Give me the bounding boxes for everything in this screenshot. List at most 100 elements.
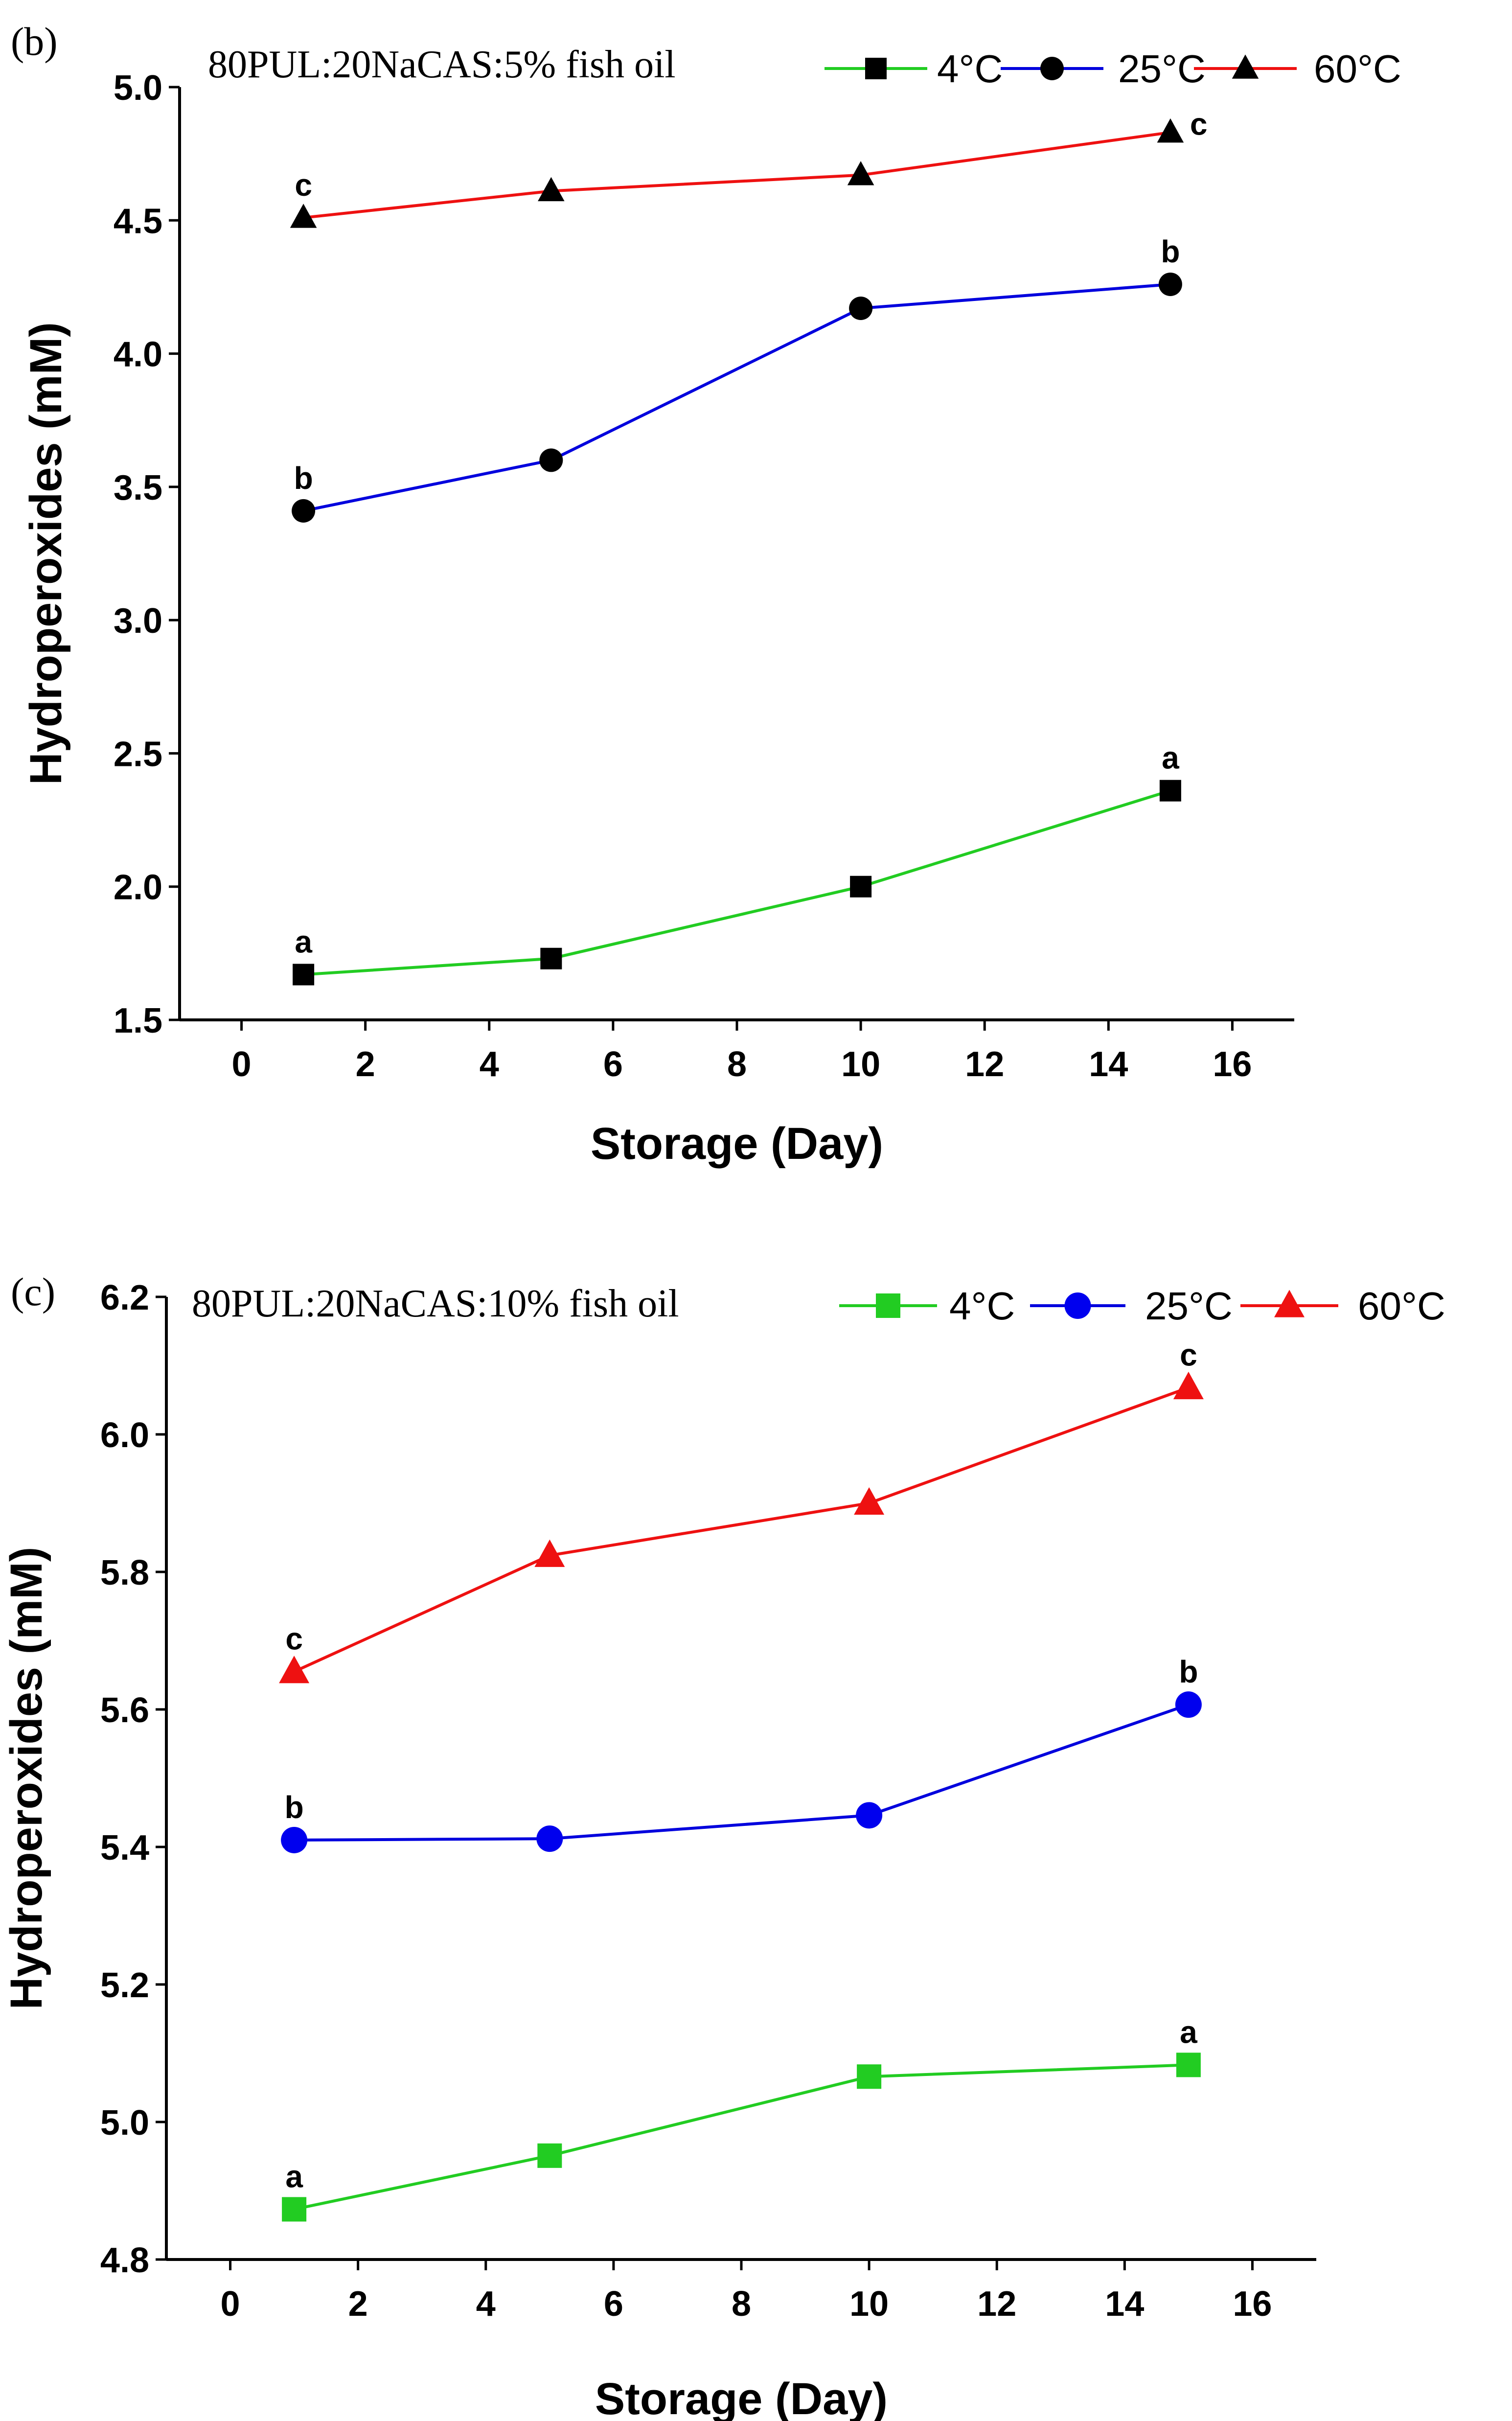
data-point bbox=[847, 161, 874, 185]
data-point bbox=[1158, 272, 1182, 296]
x-tick-label: 12 bbox=[965, 1045, 1004, 1084]
data-point bbox=[1176, 2052, 1201, 2077]
significance-label: c bbox=[285, 1621, 303, 1657]
data-point bbox=[540, 947, 562, 969]
series-line bbox=[293, 1386, 1189, 1673]
significance-label: c bbox=[1180, 1337, 1197, 1372]
chart-title: 80PUL:20NaCAS:10% fish oil bbox=[192, 1282, 679, 1325]
x-tick-label: 0 bbox=[221, 2284, 240, 2324]
y-tick-label: 5.4 bbox=[100, 1828, 149, 1868]
legend-marker bbox=[1232, 54, 1259, 79]
y-tick-label: 4.8 bbox=[100, 2241, 149, 2280]
chart-title: 80PUL:20NaCAS:5% fish oil bbox=[208, 43, 676, 86]
data-point bbox=[539, 448, 563, 472]
legend-item: 4°C bbox=[839, 1284, 1015, 1328]
significance-label: c bbox=[295, 167, 312, 203]
x-tick-label: 6 bbox=[604, 2284, 623, 2324]
legend-marker bbox=[1274, 1290, 1305, 1317]
x-tick-label: 4 bbox=[480, 1045, 499, 1084]
x-tick-label: 10 bbox=[841, 1045, 880, 1084]
series-4°C: aa bbox=[293, 740, 1181, 986]
legend-label: 60°C bbox=[1358, 1284, 1445, 1328]
data-point bbox=[1157, 118, 1184, 143]
y-tick-label: 5.8 bbox=[100, 1553, 149, 1592]
series-line bbox=[303, 789, 1171, 976]
significance-label: a bbox=[1162, 740, 1179, 776]
series-25°C: bb bbox=[281, 1654, 1202, 1853]
data-point bbox=[536, 1825, 563, 1852]
data-point bbox=[857, 2064, 882, 2089]
significance-label: b bbox=[1161, 234, 1180, 269]
data-point bbox=[849, 296, 873, 320]
x-tick-label: 10 bbox=[849, 2284, 889, 2324]
x-tick-label: 4 bbox=[476, 2284, 496, 2324]
legend-item: 60°C bbox=[1194, 47, 1401, 91]
x-tick-label: 16 bbox=[1233, 2284, 1272, 2324]
data-point bbox=[293, 964, 315, 986]
significance-label: a bbox=[1180, 2014, 1197, 2050]
series-60°C: cc bbox=[279, 1337, 1204, 1683]
series-25°C: bb bbox=[292, 234, 1182, 523]
x-tick-label: 0 bbox=[232, 1045, 252, 1084]
y-tick-label: 4.5 bbox=[114, 202, 162, 241]
chart-panel-c: (c) 80PUL:20NaCAS:10% fish oil 4.8 5.0 5.2 5.… bbox=[1, 1269, 1445, 2421]
legend-item: 25°C bbox=[1001, 47, 1206, 91]
significance-label: a bbox=[285, 2159, 303, 2194]
x-tick-label: 2 bbox=[348, 2284, 368, 2324]
series-line bbox=[294, 1703, 1189, 1842]
y-axis-title: Hydroperoxides (mM) bbox=[1, 1547, 51, 2010]
y-tick-label: 6.2 bbox=[100, 1278, 149, 1317]
data-point bbox=[1159, 780, 1181, 802]
y-tick-label: 2.5 bbox=[114, 735, 162, 774]
legend-marker bbox=[876, 1293, 900, 1318]
x-tick-label: 2 bbox=[356, 1045, 375, 1084]
y-tick-label: 4.0 bbox=[114, 335, 162, 374]
x-axis-title: Storage (Day) bbox=[595, 2374, 888, 2421]
x-tick-label: 14 bbox=[1105, 2284, 1144, 2324]
y-tick-label: 5.0 bbox=[100, 2103, 149, 2143]
y-tick-label: 5.6 bbox=[100, 1691, 149, 1730]
data-point bbox=[282, 2197, 307, 2222]
y-tick-label: 3.5 bbox=[114, 468, 162, 507]
y-tick-label: 5.0 bbox=[114, 69, 162, 108]
x-tick-label: 16 bbox=[1213, 1045, 1252, 1084]
data-point bbox=[856, 1802, 883, 1829]
data-point bbox=[537, 2143, 562, 2168]
y-tick-label: 2.0 bbox=[114, 868, 162, 907]
x-axis-title: Storage (Day) bbox=[591, 1119, 883, 1169]
data-point bbox=[281, 1826, 308, 1853]
legend-marker bbox=[1040, 57, 1064, 80]
series-line bbox=[303, 131, 1171, 219]
panel-label: (b) bbox=[11, 19, 58, 64]
x-tick-label: 8 bbox=[732, 2284, 751, 2324]
x-tick-label: 14 bbox=[1089, 1045, 1128, 1084]
legend-label: 4°C bbox=[937, 47, 1003, 91]
significance-label: b bbox=[294, 461, 313, 496]
data-point bbox=[854, 1487, 885, 1515]
significance-label: b bbox=[285, 1790, 304, 1825]
legend-marker bbox=[865, 58, 887, 79]
series-4°C: aa bbox=[282, 2014, 1201, 2222]
x-tick-label: 6 bbox=[603, 1045, 623, 1084]
data-point bbox=[534, 1539, 565, 1567]
panel-label: (c) bbox=[11, 1269, 55, 1314]
chart-panel-b: (b) 80PUL:20NaCAS:5% fish oil 1.5 2.0 2.5 3.0… bbox=[11, 19, 1401, 1169]
data-point bbox=[1173, 1371, 1204, 1400]
series-line bbox=[303, 282, 1171, 512]
data-point bbox=[1175, 1691, 1202, 1718]
y-tick-label: 6.0 bbox=[100, 1416, 149, 1455]
data-point bbox=[290, 204, 317, 228]
x-tick-label: 8 bbox=[727, 1045, 747, 1084]
legend-label: 4°C bbox=[949, 1284, 1015, 1328]
legend-marker bbox=[1064, 1292, 1091, 1319]
series-line bbox=[294, 2063, 1189, 2211]
y-axis-title: Hydroperoxides (mM) bbox=[21, 322, 71, 785]
data-point bbox=[538, 177, 565, 202]
y-tick-label: 1.5 bbox=[114, 1001, 162, 1040]
series-60°C: cc bbox=[290, 107, 1207, 228]
legend-item: 60°C bbox=[1240, 1284, 1445, 1328]
y-tick-label: 5.2 bbox=[100, 1966, 149, 2005]
legend-label: 25°C bbox=[1145, 1284, 1233, 1328]
y-tick-label: 3.0 bbox=[114, 601, 162, 641]
